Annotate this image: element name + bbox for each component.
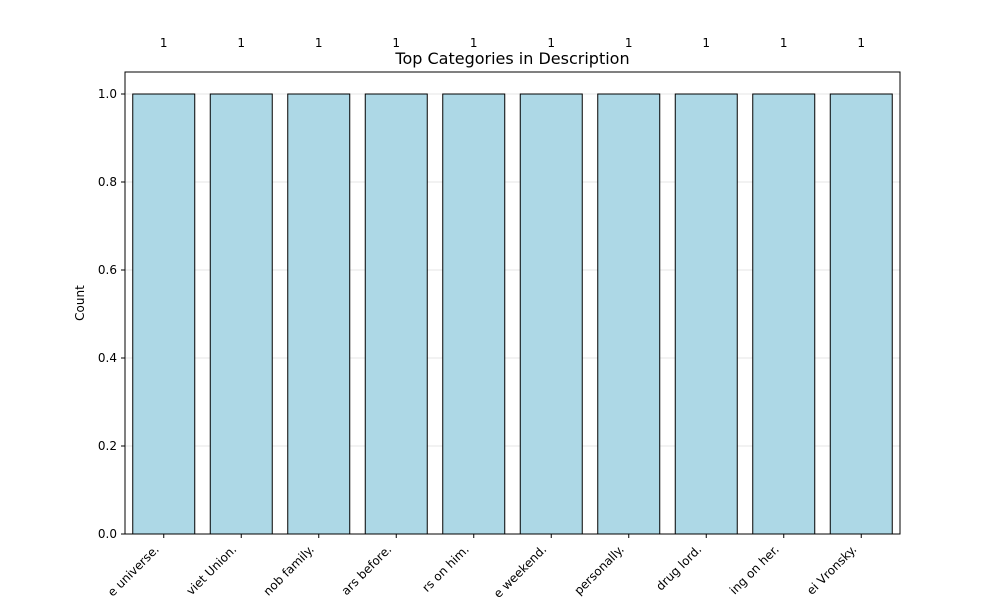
x-tick-label: viet Union. xyxy=(184,542,240,598)
x-tick-label: ars before. xyxy=(339,542,395,598)
bar xyxy=(287,93,351,535)
x-tick-label: nob family. xyxy=(261,542,317,598)
bar-value-label: 1 xyxy=(237,36,245,50)
bar xyxy=(752,93,816,535)
bar xyxy=(597,93,661,535)
y-axis-label: Count xyxy=(73,285,87,321)
x-tick-label: personally. xyxy=(571,542,626,597)
data-labels: 1 1 1 1 1 1 1 1 1 1 xyxy=(160,36,865,50)
y-tick-label: 0.8 xyxy=(98,175,117,189)
bar-value-label: 1 xyxy=(160,36,168,50)
bar xyxy=(519,93,583,535)
bar-value-label: 1 xyxy=(392,36,400,50)
bar-value-label: 1 xyxy=(780,36,788,50)
bar xyxy=(364,93,428,535)
bar-value-label: 1 xyxy=(315,36,323,50)
bar-value-label: 1 xyxy=(702,36,710,50)
y-tick-label: 0.2 xyxy=(98,439,117,453)
bar xyxy=(132,93,196,535)
bar-value-label: 1 xyxy=(470,36,478,50)
x-tick-label: e universe. xyxy=(105,542,162,599)
bar-value-label: 1 xyxy=(625,36,633,50)
y-tick-label: 0.4 xyxy=(98,351,117,365)
x-axis: e universe. viet Union. nob family. ars bef… xyxy=(105,534,862,600)
chart-title: Top Categories in Description xyxy=(394,49,629,68)
x-tick-label: ing on her. xyxy=(727,542,782,597)
y-tick-label: 0.0 xyxy=(98,527,117,541)
x-tick-label: ei Vronsky. xyxy=(804,542,859,597)
plot-frame xyxy=(124,71,901,535)
bar xyxy=(829,93,893,535)
bar xyxy=(674,93,738,535)
y-tick-label: 1.0 xyxy=(98,87,117,101)
y-tick-label: 0.6 xyxy=(98,263,117,277)
x-tick-label: drug lord. xyxy=(653,542,704,593)
bar xyxy=(209,93,273,535)
x-tick-label: rs on him. xyxy=(419,542,471,594)
bar-value-label: 1 xyxy=(547,36,555,50)
y-axis: 0.0 0.2 0.4 0.6 0.8 1.0 xyxy=(98,87,125,541)
bar xyxy=(442,93,506,535)
bars xyxy=(132,93,893,535)
bar-value-label: 1 xyxy=(857,36,865,50)
x-tick-label: e weekend. xyxy=(491,542,549,600)
